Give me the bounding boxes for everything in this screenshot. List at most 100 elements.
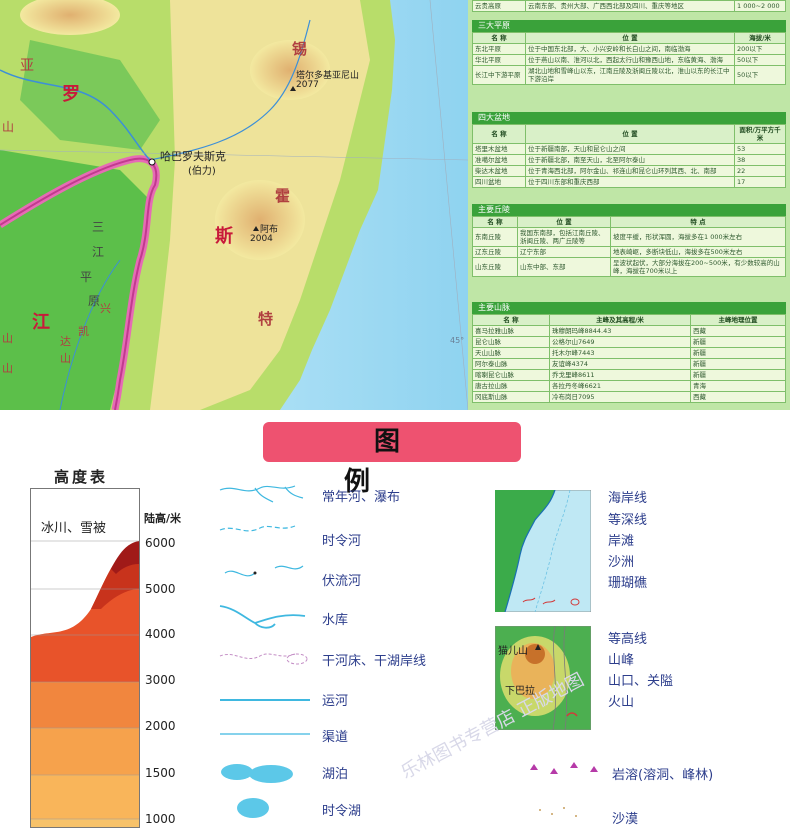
legend-label-beach: 岸滩: [608, 534, 635, 549]
dry-lake-icon: [286, 653, 308, 665]
glacier-label: 冰川、雪被: [41, 521, 107, 536]
inset-place-label: 下巴拉: [505, 686, 535, 697]
geography-tables: 云贵高原 云南东部、贵州大部、广西西北部及四川、重庆等地区 1 000~2 00…: [468, 0, 790, 410]
legend-label-seasonal-lake: 时令湖: [322, 804, 362, 819]
table-cell: 200以下: [734, 43, 786, 55]
mountain-range: [215, 180, 305, 260]
table-cell: 喜马拉雅山脉: [472, 325, 550, 337]
table-row: 喜马拉雅山脉 珠穆朗玛峰8844.43 西藏: [472, 325, 786, 337]
table-cell: 长江中下游平原: [472, 65, 526, 85]
table-header: 名 称: [472, 32, 526, 44]
map-label: 霍: [275, 187, 291, 205]
table-cell: 云贵高原: [472, 0, 526, 12]
contour-line-icon: [552, 626, 556, 730]
hills-table: 名 称 位 置 特 点 东南丘陵 我国东南部，包括江南丘陵、浙闽丘陵、两广丘陵等…: [472, 216, 786, 277]
table-row: 四川盆地 位于四川东部和重庆西部 17: [472, 176, 786, 188]
desert-icon: [551, 813, 553, 815]
table-cell: 位于青海西北部，阿尔金山、祁连山和昆仑山环列其西、北、南部: [525, 165, 735, 177]
national-border-core: [0, 157, 158, 411]
table-row: 长江中下游平原 湖北山地和雪峰山以东，江南丘陵及浙闽丘陵以北，淮山以东的长江中下…: [472, 65, 786, 85]
table-header-row: 名 称 位 置 特 点: [472, 216, 786, 228]
table-cell: 东南丘陵: [472, 227, 518, 247]
legend-label-peak: 山峰: [608, 653, 635, 668]
city-label: 哈巴罗夫斯克: [160, 150, 226, 163]
legend-label-coastline: 海岸线: [608, 491, 648, 506]
table-cell: 天山山脉: [472, 347, 550, 359]
table-row: 辽东丘陵 辽宁东部 地表崎岖，多断块低山，海拔多在500米左右: [472, 246, 786, 258]
map-label: 兴: [100, 302, 111, 315]
peak-icon: [535, 644, 541, 650]
desert-icon: [539, 809, 541, 811]
legend-label-pass: 山口、关隘: [608, 674, 674, 689]
table-row: 云贵高原 云南东部、贵州大部、广西西北部及四川、重庆等地区 1 000~2 00…: [472, 0, 786, 12]
table-row: 华北平原 位于燕山以南、淮河以北，西起太行山和豫西山地，东临黄海、渤海 50以下: [472, 54, 786, 66]
table-header: 名 称: [472, 124, 526, 144]
height-unit-label: 陆高/米: [144, 512, 182, 525]
table-row: 柴达木盆地 位于青海西北部，阿尔金山、祁连山和昆仑山环列其西、北、南部 22: [472, 165, 786, 177]
map-label: 罗: [62, 84, 80, 105]
basins-table: 名 称 位 置 面积/万平方千米 塔里木盆地 位于新疆南部，天山和昆仑山之间 5…: [472, 124, 786, 188]
table-cell: 乔戈里峰8611: [549, 369, 691, 381]
seasonal-lake-icon: [237, 798, 269, 818]
table-cell: 阿尔泰山脉: [472, 358, 550, 370]
height-level-label: 4000: [145, 627, 176, 641]
table-cell: 托木尔峰7443: [549, 347, 691, 359]
height-level-label: 1500: [145, 766, 176, 780]
table-cell: 17: [734, 176, 786, 188]
relief-map: 锡 霍 特 罗 斯 亚 山 三 江 平 原 兴 凯 达 山 江 山 山 哈巴罗夫…: [0, 0, 469, 411]
height-level-label: 5000: [145, 582, 176, 596]
plateau-table: 云贵高原 云南东部、贵州大部、广西西北部及四川、重庆等地区 1 000~2 00…: [472, 0, 786, 12]
map-label: 锡: [292, 40, 308, 58]
table-cell: 青海: [690, 380, 786, 392]
table-header-row: 名 称 位 置 海拔/米: [472, 32, 786, 44]
map-label: 江: [92, 245, 105, 259]
relief-map-svg: [0, 0, 469, 411]
inset-place-label: 猫儿山: [498, 646, 528, 657]
table-header: 海拔/米: [734, 32, 786, 44]
graticule-label: 45°: [450, 336, 465, 345]
legend-label-coral-reef: 珊瑚礁: [608, 576, 648, 591]
table-cell: 西藏: [690, 325, 786, 337]
table-cell: 位于燕山以南、淮河以北，西起太行山和豫西山地，东临黄海、渤海: [525, 54, 735, 66]
legend-symbols-svg: [219, 485, 310, 818]
height-band: [31, 819, 139, 827]
table-cell: 冈底斯山脉: [472, 391, 550, 403]
mountain-pass-icon: [566, 712, 578, 717]
lake-icon: [221, 764, 253, 780]
table-cell: 新疆: [690, 347, 786, 359]
table-cell: 位于四川东部和重庆西部: [525, 176, 735, 188]
map-label: 达: [60, 335, 71, 348]
karst-icon: [550, 768, 558, 774]
table-row: 塔里木盆地 位于新疆南部，天山和昆仑山之间 53: [472, 143, 786, 155]
table-cell: 新疆: [690, 369, 786, 381]
height-band: [31, 775, 139, 819]
karst-desert-symbols: [530, 762, 598, 817]
legend-label-lake: 湖泊: [322, 767, 349, 782]
relief-inset: [495, 626, 591, 730]
table-row: 东南丘陵 我国东南部，包括江南丘陵、浙闽丘陵、两广丘陵等 坡度平缓，形状浑圆，海…: [472, 227, 786, 247]
table-cell: 位于新疆南部，天山和昆仑山之间: [525, 143, 735, 155]
dry-riverbed-icon: [219, 653, 296, 660]
legend-title: 图 例: [263, 422, 521, 497]
table-cell: 云南东部、贵州大部、广西西北部及四川、重庆等地区: [525, 0, 735, 12]
mountains-table: 名 称 主峰及其高程/米 主峰地理位置 喜马拉雅山脉 珠穆朗玛峰8844.43 …: [472, 314, 786, 403]
table-header: 主峰地理位置: [690, 314, 786, 326]
city-label: (伯力): [188, 166, 216, 177]
peak-label: 阿布: [260, 225, 279, 235]
table-cell: 1 000~2 000: [734, 0, 786, 12]
coastline-inset-land: [495, 490, 555, 612]
table-cell: 唐古拉山脉: [472, 380, 550, 392]
table-row: 东北平原 位于中国东北部，大、小兴安岭和长白山之间，南临渤海 200以下: [472, 43, 786, 55]
plains-section: 三大平原 名 称 位 置 海拔/米 东北平原 位于中国东北部，大、小兴安岭和长白…: [472, 20, 786, 85]
table-cell: 各拉丹冬峰6621: [549, 380, 691, 392]
table-cell: 我国东南部，包括江南丘陵、浙闽丘陵、两广丘陵等: [517, 227, 611, 247]
table-cell: 山东丘陵: [472, 257, 518, 277]
table-cell: 新疆: [690, 358, 786, 370]
table-header-row: 名 称 位 置 面积/万平方千米: [472, 124, 786, 144]
legend-label-desert: 沙漠: [612, 812, 639, 827]
contour-line-icon: [563, 626, 567, 730]
legend-label-underground-river: 伏流河: [322, 574, 362, 589]
desert-icon: [563, 807, 565, 809]
map-label: 山: [2, 332, 13, 345]
legend-label-sandbar: 沙洲: [608, 555, 635, 570]
